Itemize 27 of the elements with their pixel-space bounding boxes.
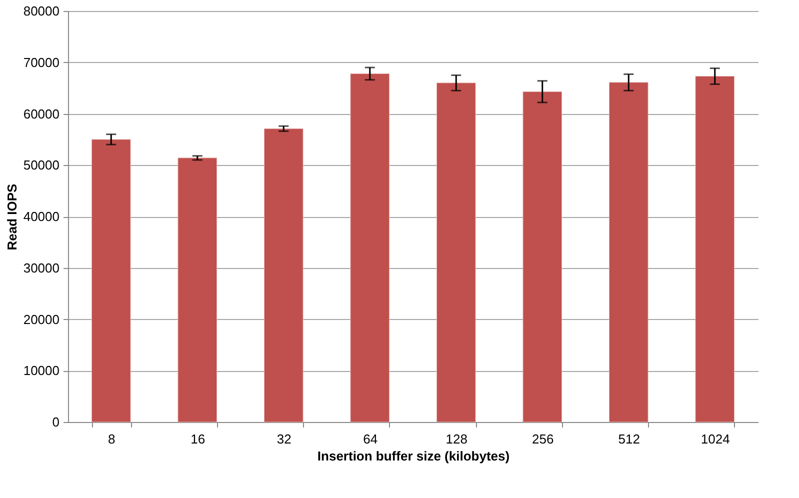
x-tick-label: 1024 xyxy=(700,432,730,446)
x-tick-label: 512 xyxy=(618,432,640,446)
y-tick-label: 40000 xyxy=(23,209,60,224)
x-tick-label: 128 xyxy=(446,432,468,446)
y-tick-label: 30000 xyxy=(23,260,60,276)
y-axis-title: Read IOPS xyxy=(4,183,20,250)
x-axis-title: Insertion buffer size (kilobytes) xyxy=(317,448,510,464)
bar xyxy=(436,82,476,422)
y-tick-label: 20000 xyxy=(23,312,60,327)
bar xyxy=(522,91,562,422)
x-tick-label: 32 xyxy=(276,432,292,446)
y-tick-label: 60000 xyxy=(23,106,60,122)
x-tick-label: 8 xyxy=(108,432,116,446)
y-tick-label: 50000 xyxy=(23,158,60,173)
bar xyxy=(695,76,735,422)
bar xyxy=(178,158,218,422)
x-tick-label: 256 xyxy=(532,432,554,446)
y-tick-label: 0 xyxy=(52,414,60,430)
bar xyxy=(608,82,648,422)
bar xyxy=(350,73,390,422)
bar xyxy=(264,128,304,422)
x-tick-label: 16 xyxy=(190,432,206,446)
x-tick-label: 64 xyxy=(363,432,378,446)
bar xyxy=(91,139,131,422)
y-tick-label: 70000 xyxy=(23,54,60,70)
y-tick-label: 80000 xyxy=(23,4,60,18)
y-tick-label: 10000 xyxy=(23,363,60,378)
